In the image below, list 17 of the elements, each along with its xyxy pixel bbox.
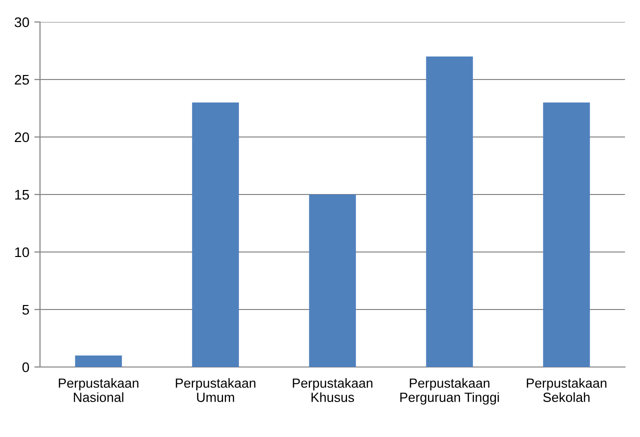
bar	[543, 102, 590, 367]
y-tick-label: 15	[15, 190, 30, 200]
x-tick-label: Perpustakaan Perguruan Tinggi	[400, 378, 499, 405]
x-tick-label: Perpustakaan Nasional	[58, 378, 138, 402]
bar	[75, 356, 122, 367]
y-tick-label: 20	[14, 132, 30, 142]
y-tick-label: 10	[15, 247, 30, 258]
bar	[309, 194, 356, 367]
x-tick-label: Perpustakaan Khusus	[292, 378, 372, 402]
bar	[192, 102, 239, 367]
y-tick-label: 5	[22, 304, 29, 315]
y-tick-label: 0	[22, 362, 30, 372]
y-tick-label: 25	[14, 74, 30, 85]
bar	[426, 56, 473, 367]
x-tick-label: Perpustakaan Umum	[176, 378, 256, 402]
y-tick-label: 30	[14, 17, 30, 28]
x-tick-label: Perpustakaan Sekolah	[526, 378, 606, 402]
